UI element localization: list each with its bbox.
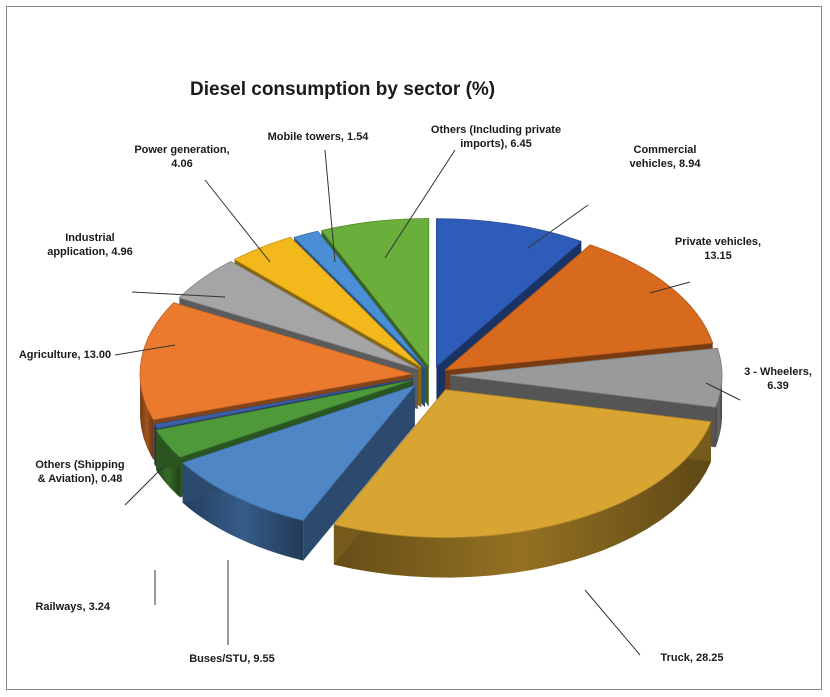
data-label-private-vehicles-line-2: 13.15: [704, 250, 732, 262]
data-label-others-including-private-imports-line-1: Others (Including private: [431, 124, 561, 136]
leader-line-others-shipping-aviation: [124, 464, 166, 506]
slice-buses-stu: [181, 384, 416, 522]
data-label-agriculture: Agriculture, 13.00: [19, 349, 111, 361]
data-label-truck: Truck, 28.25: [661, 652, 724, 664]
slice-mobile-towers: [293, 230, 426, 368]
leader-line-3-wheelers: [705, 382, 741, 401]
leader-line-truck: [584, 589, 641, 656]
slice-side-shade-truck: [333, 421, 711, 578]
data-label-power-generation-line-2: 4.06: [171, 158, 192, 170]
leader-line-private-vehicles: [649, 281, 691, 294]
leader-line-power-generation: [204, 179, 271, 263]
data-label-others-shipping-aviation-line-1: Others (Shipping: [35, 459, 124, 471]
slice-others-shipping-aviation: [153, 378, 414, 429]
data-label-industrial-application-line-1: Industrial: [65, 232, 115, 244]
data-label-power-generation-line-1: Power generation,: [134, 144, 229, 156]
data-label-mobile-towers: Mobile towers, 1.54: [268, 131, 370, 143]
chart-title: Diesel consumption by sector (%): [190, 79, 495, 100]
data-label-private-vehicles-line-1: Private vehicles,: [675, 236, 761, 248]
slice-side-shade-agriculture: [140, 374, 154, 460]
data-label-3-wheelers-line-1: 3 - Wheelers,: [744, 366, 812, 378]
data-label-3-wheelers-line-2: 6.39: [767, 380, 788, 392]
data-label-others-shipping-aviation-line-2: & Aviation), 0.48: [38, 473, 123, 485]
leader-line-others-including-private-imports: [384, 149, 456, 259]
data-label-railways: Railways, 3.24: [35, 601, 110, 613]
data-label-others-including-private-imports-line-2: imports), 6.45: [460, 138, 532, 150]
slice-railways: [155, 379, 413, 458]
slice-agriculture: [139, 302, 413, 421]
slice-others-including-private-imports: [320, 218, 430, 368]
slice-3-wheelers: [449, 347, 723, 408]
slice-power-generation: [233, 236, 422, 368]
data-label-buses-stu: Buses/STU, 9.55: [189, 653, 275, 665]
data-label-industrial-application-line-2: application, 4.96: [47, 246, 133, 258]
slice-cut-railways-1: [156, 380, 413, 471]
slice-commercial-vehicles: [436, 218, 583, 368]
leader-line-mobile-towers: [324, 149, 336, 263]
slice-truck: [333, 389, 712, 538]
leader-line-commercial-vehicles: [527, 204, 589, 249]
leader-line-industrial-application: [131, 291, 226, 298]
leader-line-agriculture: [114, 344, 176, 356]
slice-industrial-application: [178, 260, 418, 370]
data-label-commercial-vehicles-line-1: Commercial: [634, 144, 697, 156]
data-label-commercial-vehicles-line-2: vehicles, 8.94: [630, 158, 702, 170]
